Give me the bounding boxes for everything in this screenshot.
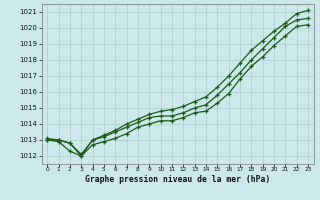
- X-axis label: Graphe pression niveau de la mer (hPa): Graphe pression niveau de la mer (hPa): [85, 175, 270, 184]
